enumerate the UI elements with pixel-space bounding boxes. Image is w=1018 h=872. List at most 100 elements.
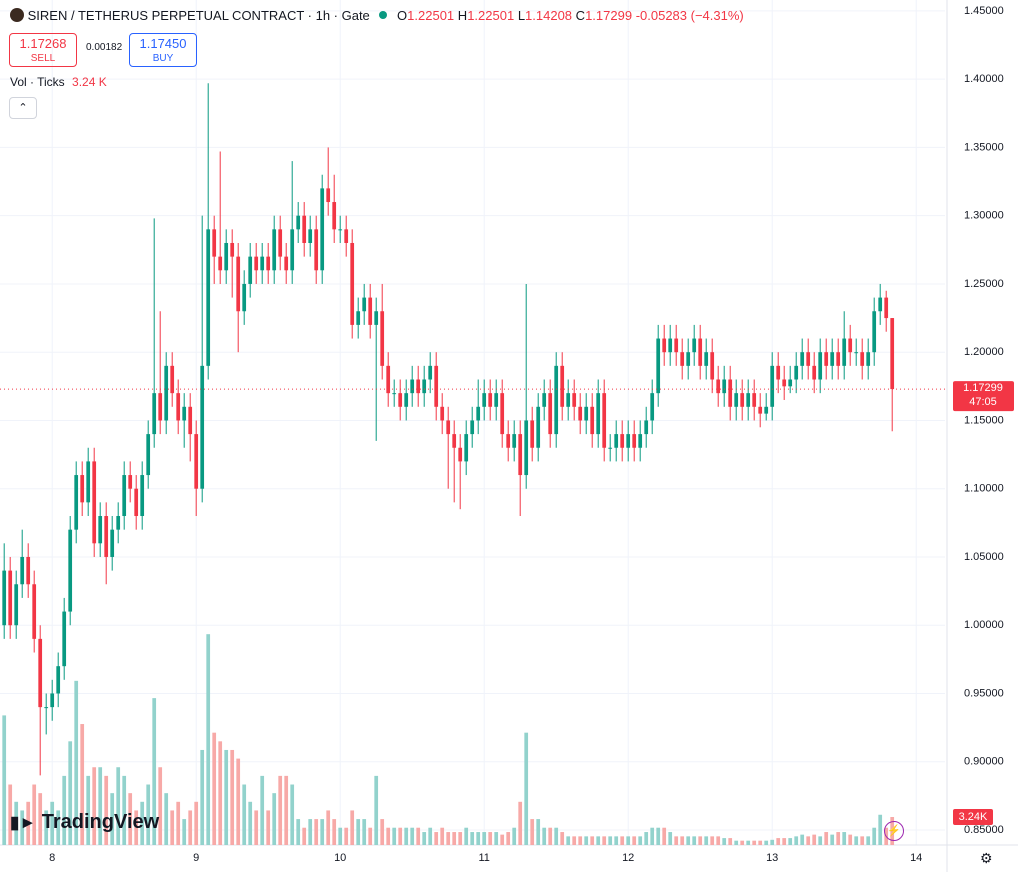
volume-bar (506, 832, 511, 845)
x-tick-label: 14 (910, 852, 922, 864)
volume-bar (146, 784, 151, 845)
candle-body (746, 393, 751, 407)
candle-body (254, 256, 259, 271)
volume-bar (596, 836, 601, 845)
candle-body (362, 297, 367, 312)
sell-button[interactable]: 1.17268 SELL (9, 33, 77, 67)
y-tick-label: 1.15000 (964, 414, 1004, 426)
volume-bar (680, 836, 685, 845)
volume-bar (848, 834, 853, 845)
chart-title: SIREN / TETHERUS PERPETUAL CONTRACT · 1h… (27, 8, 370, 23)
candle-body (98, 516, 103, 544)
y-tick-label: 0.95000 (964, 687, 1004, 699)
alert-icon[interactable]: ⚡ (884, 821, 904, 841)
candle-body (866, 352, 871, 366)
candle-body (158, 393, 163, 421)
volume-bar (620, 836, 625, 845)
candle-body (860, 352, 865, 366)
settings-icon[interactable]: ⚙ (980, 850, 993, 866)
volume-bar (488, 832, 493, 845)
candle-body (512, 434, 517, 448)
volume-bar (14, 801, 19, 845)
volume-legend-name: Vol · Ticks (10, 75, 65, 89)
candle-body (182, 406, 187, 421)
ohlc-value: 1.14208 (525, 8, 573, 23)
candle-body (686, 352, 691, 366)
volume-bar (686, 836, 691, 845)
volume-bar (800, 834, 805, 845)
candle-body (476, 406, 481, 421)
volume-bar (740, 840, 745, 845)
candle-body (650, 393, 655, 421)
candle-body (782, 379, 787, 387)
volume-bar (344, 827, 349, 845)
volume-bar (50, 801, 55, 845)
volume-bar (446, 832, 451, 845)
volume-bar (770, 839, 775, 845)
volume-bar (746, 840, 751, 845)
ohlc-letter: O (397, 8, 408, 23)
candle-body (626, 434, 631, 448)
volume-bar (632, 836, 637, 845)
volume-bar (584, 836, 589, 845)
collapse-button[interactable]: ⌃ (9, 97, 37, 119)
candle-body (470, 420, 475, 435)
volume-bar (626, 836, 631, 845)
candle-body (878, 297, 883, 312)
candle-body (368, 297, 373, 325)
candle-body (890, 318, 895, 390)
candle-body (524, 420, 529, 476)
volume-bar (452, 832, 457, 845)
volume-bar (806, 836, 811, 845)
volume-bar (548, 827, 553, 845)
candle-body (710, 352, 715, 380)
volume-bar (8, 784, 13, 845)
last-price-box (953, 381, 1014, 412)
x-tick-label: 12 (622, 852, 634, 864)
candle-body (824, 352, 829, 366)
volume-bar (512, 827, 517, 845)
volume-bar (878, 814, 883, 845)
candle-body (410, 379, 415, 394)
volume-bar (212, 732, 217, 845)
volume-bar (476, 832, 481, 845)
volume-bar (836, 832, 841, 845)
candle-body (404, 393, 409, 407)
x-tick-label: 9 (193, 852, 199, 864)
candle-body (50, 693, 55, 708)
candle-body (884, 297, 889, 319)
volume-bar (698, 836, 703, 845)
volume-bar (62, 775, 67, 845)
candle-body (296, 215, 301, 230)
candle-body (854, 352, 859, 354)
volume-bar (92, 767, 97, 845)
buy-button[interactable]: 1.17450 BUY (129, 33, 197, 67)
candle-body (128, 475, 133, 489)
y-tick-label: 1.25000 (964, 278, 1004, 290)
candle-body (320, 188, 325, 271)
candle-body (596, 393, 601, 435)
y-tick-label: 0.85000 (964, 824, 1004, 836)
candle-body (86, 461, 91, 503)
volume-bar (590, 836, 595, 845)
candle-body (620, 434, 625, 448)
volume-bar (734, 840, 739, 845)
candle-body (110, 529, 115, 557)
volume-bar (128, 793, 133, 845)
volume-bar (338, 827, 343, 845)
candle-body (482, 393, 487, 407)
y-tick-label: 1.30000 (964, 210, 1004, 222)
candle-body (74, 475, 79, 530)
volume-bar (500, 834, 505, 845)
candle-body (560, 365, 565, 407)
volume-bar (398, 827, 403, 845)
x-tick-label: 10 (334, 852, 346, 864)
volume-bar (278, 775, 283, 845)
candle-body (338, 229, 343, 231)
candle-body (584, 406, 589, 421)
candle-body (488, 393, 493, 407)
candle-body (134, 488, 139, 517)
candle-body (236, 256, 241, 312)
candle-body (392, 393, 397, 395)
candle-body (842, 338, 847, 366)
